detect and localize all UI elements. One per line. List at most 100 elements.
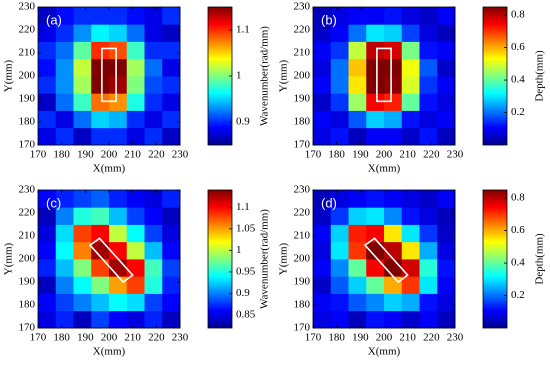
heatmap-cell — [419, 76, 438, 94]
x-tick-label: 220 — [423, 332, 440, 344]
heatmap-cell — [38, 207, 57, 225]
heatmap-cell — [109, 310, 128, 329]
heatmap-cell — [384, 93, 403, 111]
y-tick-label: 200 — [294, 253, 311, 265]
heatmap-cell — [38, 241, 57, 260]
heatmap-cell — [401, 293, 420, 312]
panel: 170 180 190 200 210 220 230 170 180 190 200 210 220 2… — [3, 184, 271, 358]
heatmap-cell — [366, 93, 385, 111]
heatmap-cell — [144, 41, 163, 60]
heatmap-cell — [401, 276, 420, 294]
heatmap-cell — [419, 93, 438, 111]
x-tick-label: 200 — [376, 332, 393, 344]
x-tick-label: 170 — [305, 149, 322, 161]
heatmap-cell — [366, 41, 385, 60]
heatmap-cell — [126, 24, 145, 42]
heatmap-cell — [91, 110, 110, 129]
colorbar-tick-label: 1.05 — [236, 222, 256, 234]
heatmap-cell — [55, 58, 74, 77]
heatmap-cell — [55, 127, 74, 146]
heatmap-cell — [384, 190, 403, 208]
colorbar-tick-label: 0.85 — [236, 309, 256, 321]
heatmap-cell — [126, 58, 145, 77]
heatmap-cell — [330, 190, 349, 208]
heatmap-cell — [73, 190, 92, 208]
y-tick-label: 190 — [19, 276, 36, 288]
heatmap-cell — [437, 76, 456, 94]
heatmap-cell — [55, 24, 74, 42]
heatmap-cell — [348, 58, 367, 77]
x-tick-label: 170 — [30, 332, 47, 344]
heatmap-cell — [384, 293, 403, 312]
heatmap-cell — [313, 41, 332, 60]
heatmap-cell — [55, 93, 74, 111]
heatmap-cell — [401, 76, 420, 94]
heatmap-cell — [91, 224, 110, 243]
heatmap-cell — [313, 7, 332, 25]
heatmap-cell — [348, 190, 367, 208]
heatmap-cell — [330, 293, 349, 312]
heatmap-cell — [366, 190, 385, 208]
colorbar-tick-label: 1 — [236, 70, 242, 82]
heatmap-cell — [162, 310, 181, 329]
heatmap-cell — [38, 276, 57, 294]
heatmap-cell — [73, 259, 92, 277]
x-tick-label: 200 — [101, 332, 118, 344]
y-tick-label: 170 — [294, 322, 311, 334]
heatmap-cell — [55, 76, 74, 94]
heatmap-cell — [419, 190, 438, 208]
heatmap-cell — [73, 224, 92, 243]
heatmap-cell — [144, 190, 163, 208]
heatmap-cell — [109, 110, 128, 129]
defect-outline — [88, 237, 134, 284]
heatmap-cell — [313, 259, 332, 277]
heatmap-cell — [437, 276, 456, 294]
heatmap-cell — [109, 190, 128, 208]
heatmap-cell — [91, 241, 110, 260]
heatmap-cell — [437, 207, 456, 225]
heatmap-cell — [144, 93, 163, 111]
heatmap-cell — [419, 24, 438, 42]
heatmap-cell — [384, 58, 403, 77]
panel-label: (c) — [46, 195, 61, 210]
heatmap-cell — [366, 76, 385, 94]
y-tick-label: 230 — [294, 184, 311, 196]
heatmap-cell — [348, 110, 367, 129]
heatmap-cell — [91, 93, 110, 111]
heatmap-cell — [109, 41, 128, 60]
heatmap-cell — [348, 24, 367, 42]
heatmap-cell — [313, 93, 332, 111]
heatmap-cell — [330, 241, 349, 260]
heatmap-cell — [109, 93, 128, 111]
heatmap-cell — [38, 310, 57, 329]
heatmap-cell — [366, 259, 385, 277]
heatmap-cell — [437, 93, 456, 111]
heatmap-cell — [109, 7, 128, 25]
x-tick-label: 220 — [148, 149, 165, 161]
heatmap-cell — [437, 241, 456, 260]
heatmap-cell — [330, 207, 349, 225]
heatmap-cell — [348, 76, 367, 94]
heatmap-cell — [73, 293, 92, 312]
colorbar-label: Depth(mm) — [534, 50, 546, 102]
y-tick-label: 190 — [294, 93, 311, 105]
x-tick-label: 220 — [148, 332, 165, 344]
heatmap-cell — [313, 276, 332, 294]
heatmap-cell — [126, 127, 145, 146]
x-tick-label: 230 — [172, 332, 189, 344]
x-tick-label: 190 — [352, 149, 369, 161]
heatmap-cell — [384, 110, 403, 129]
x-tick-label: 210 — [124, 332, 141, 344]
x-tick-label: 200 — [101, 149, 118, 161]
heatmap-cell — [126, 259, 145, 277]
y-tick-label: 190 — [294, 276, 311, 288]
heatmap-cell — [109, 127, 128, 146]
heatmap-cell — [366, 207, 385, 225]
heatmap-cell — [144, 207, 163, 225]
heatmap-cell — [419, 293, 438, 312]
heatmap-cell — [330, 58, 349, 77]
heatmap-cell — [38, 110, 57, 129]
heatmap-cell — [366, 127, 385, 146]
heatmap-cell — [384, 127, 403, 146]
